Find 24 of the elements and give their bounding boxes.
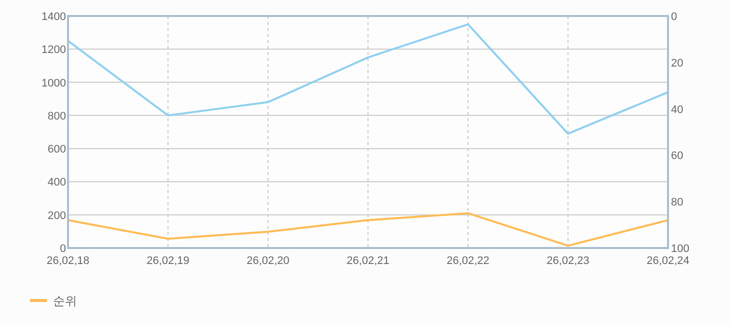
y-tick-label: 600 [48,144,66,156]
y2-tick-label: 100 [671,243,690,255]
y2-tick-label: 80 [671,196,684,209]
x-tick-label: 26,02,18 [46,255,90,267]
y-tick-label: 0 [60,243,66,255]
y2-tick-label: 20 [671,57,684,70]
y-tick-label: 1400 [42,11,66,23]
y-tick-label: 400 [48,176,66,189]
y-tick-label: 1000 [42,77,66,90]
y2-tick-label: 0 [671,11,678,23]
y2-tick-label: 60 [671,150,684,162]
legend-label: 순위 [53,294,77,308]
line-series [67,23,669,135]
x-tick-label: 26,02,19 [146,255,190,267]
x-tick-label: 26,02,20 [246,255,290,267]
y-tick-label: 1200 [42,44,66,56]
y-tick-label: 200 [48,210,66,222]
x-tick-label: 26,02,23 [546,255,590,267]
x-tick-label: 26,02,22 [446,255,490,267]
line-series [67,212,669,247]
x-tick-label: 26,02,24 [646,255,690,267]
x-tick-label: 26,02,21 [346,255,390,267]
y-tick-label: 800 [48,110,66,122]
y2-tick-label: 40 [671,104,684,116]
